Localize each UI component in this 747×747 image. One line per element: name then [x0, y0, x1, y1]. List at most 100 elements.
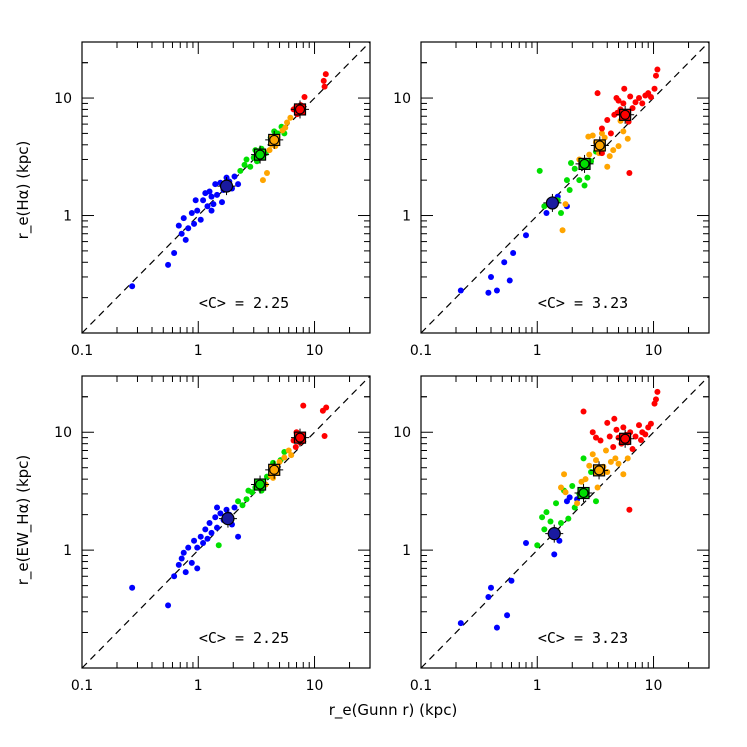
data-point-green	[553, 500, 560, 507]
data-point-red	[580, 408, 587, 415]
data-point-blue	[206, 188, 213, 195]
data-point-orange	[276, 458, 283, 465]
data-point-orange	[287, 114, 294, 121]
data-point-red	[629, 446, 636, 453]
data-point-blue	[218, 199, 225, 206]
median-ring	[294, 432, 306, 443]
data-point-blue	[522, 232, 529, 239]
data-point-red	[604, 419, 611, 426]
data-point-blue	[217, 510, 224, 517]
y-tick-label: 10	[54, 91, 72, 107]
data-point-blue	[231, 504, 238, 511]
data-point-orange	[585, 133, 592, 140]
median-marker-blue	[547, 527, 561, 541]
data-point-blue	[197, 533, 204, 540]
data-point-blue	[493, 624, 500, 631]
data-point-orange	[285, 447, 292, 454]
axis-ticks	[81, 375, 371, 669]
data-point-green	[541, 203, 548, 210]
data-point-blue	[214, 524, 221, 531]
data-point-orange	[620, 128, 627, 135]
y-axis-label-bottom: r_e(EW_Hα) (kpc)	[14, 455, 33, 586]
data-point-red	[598, 125, 605, 132]
data-point-red	[621, 85, 628, 92]
panel-bottom-right: 0.1 1 10 1 10 <C> = 3.23	[393, 375, 710, 694]
data-point-orange	[594, 484, 601, 491]
median-marker-blue	[545, 196, 560, 210]
data-point-blue	[566, 494, 573, 501]
data-point-orange	[620, 471, 627, 478]
panel-top-left: 0.1 1 10 1 10 <C> = 2.25	[54, 41, 371, 359]
data-point-blue	[188, 559, 195, 566]
data-point-red	[321, 83, 328, 90]
data-point-red	[613, 426, 620, 433]
data-point-orange	[266, 147, 273, 154]
concentration-annotation: <C> = 3.23	[538, 629, 628, 647]
data-point-green	[243, 496, 250, 503]
data-point-blue	[493, 287, 500, 294]
data-point-orange	[281, 454, 288, 461]
y-tick-label: 10	[54, 425, 72, 441]
data-point-orange	[604, 163, 611, 170]
data-point-blue	[508, 577, 515, 584]
one-to-one-line	[420, 41, 710, 334]
series-blue	[129, 173, 242, 290]
data-point-green	[565, 515, 572, 522]
data-point-green	[539, 514, 546, 521]
data-point-red	[611, 415, 618, 422]
y-tick-label: 10	[393, 91, 411, 107]
data-point-green	[547, 518, 554, 525]
data-point-green	[581, 182, 588, 189]
median-ring	[594, 140, 605, 151]
x-tick-label: 10	[645, 343, 663, 359]
data-point-blue	[182, 236, 189, 243]
data-point-green	[245, 487, 252, 494]
data-point-green	[534, 542, 541, 549]
data-point-blue	[212, 181, 219, 188]
data-point-blue	[506, 277, 513, 284]
data-point-blue	[457, 287, 464, 294]
data-point-orange	[282, 124, 289, 131]
data-point-orange	[574, 500, 581, 507]
data-point-blue	[194, 544, 201, 551]
data-point-orange	[263, 170, 270, 177]
series-blue	[457, 494, 581, 631]
median-marker-red	[293, 431, 307, 444]
data-point-blue	[231, 173, 238, 180]
data-point-blue	[214, 504, 221, 511]
data-point-blue	[175, 561, 182, 568]
data-point-green	[557, 210, 564, 217]
data-point-blue	[208, 193, 215, 200]
median-marker-orange	[592, 464, 606, 477]
median-marker-red	[293, 103, 307, 116]
data-point-red	[320, 77, 327, 84]
data-point-blue	[551, 551, 558, 558]
data-point-green	[569, 482, 576, 489]
data-point-red	[642, 431, 649, 438]
data-point-orange	[562, 489, 569, 496]
data-point-orange	[607, 458, 614, 465]
data-point-green	[541, 526, 548, 533]
data-point-green	[592, 498, 599, 505]
data-point-blue	[194, 207, 201, 214]
data-point-red	[652, 72, 659, 79]
data-point-blue	[175, 222, 182, 229]
median-marker-red	[619, 432, 632, 445]
x-tick-label: 1	[194, 343, 203, 359]
data-point-orange	[624, 455, 631, 462]
data-point-orange	[557, 484, 564, 491]
data-point-orange	[559, 227, 566, 234]
data-point-green	[567, 159, 574, 166]
data-point-green	[237, 167, 244, 174]
data-point-blue	[208, 207, 215, 214]
data-point-blue	[485, 289, 492, 296]
median-ring	[620, 109, 631, 120]
data-point-green	[243, 156, 250, 163]
data-point-blue	[178, 230, 185, 237]
median-marker-orange	[593, 139, 606, 152]
data-point-red	[652, 396, 659, 403]
x-tick-label: 1	[533, 678, 542, 694]
x-tick-label: 0.1	[71, 343, 93, 359]
data-point-orange	[288, 452, 295, 459]
data-point-blue	[165, 602, 172, 609]
